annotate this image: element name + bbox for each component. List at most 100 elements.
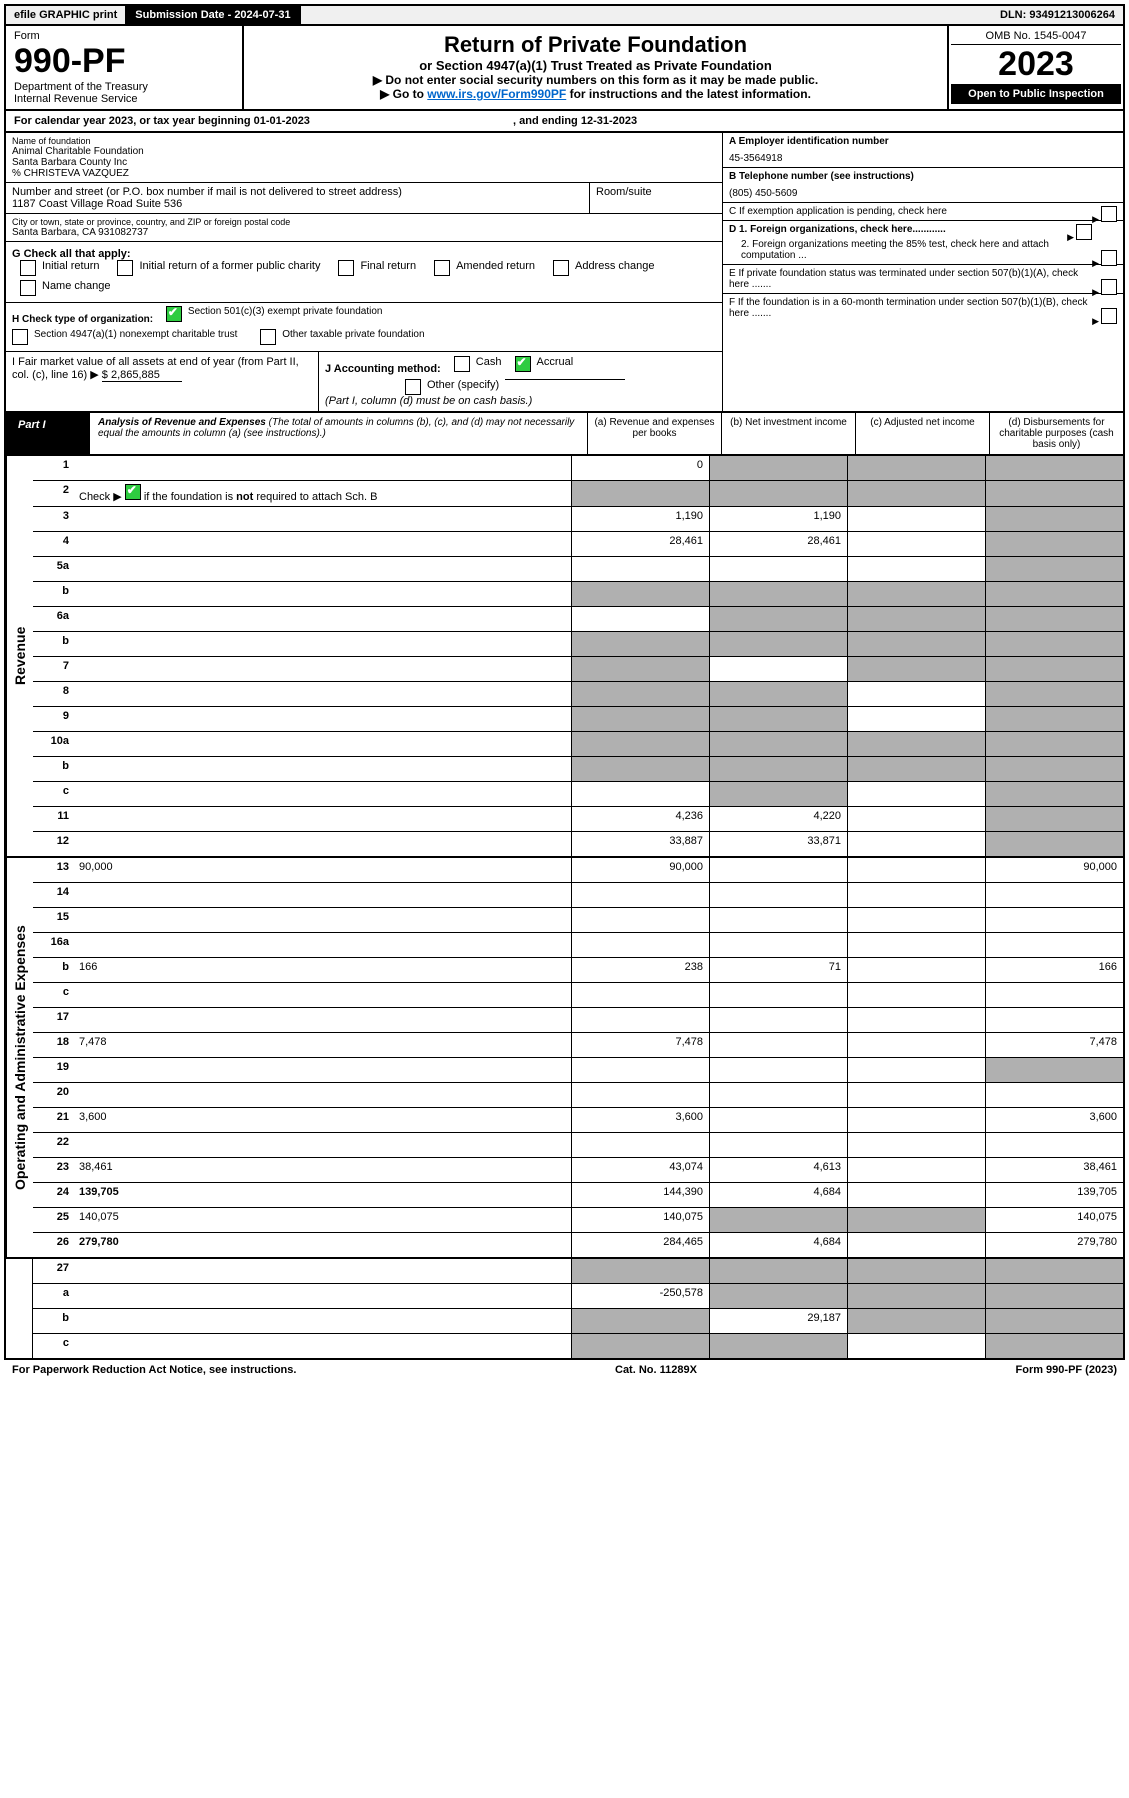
- irs-link[interactable]: www.irs.gov/Form990PF: [427, 87, 566, 101]
- cell-col-c: [847, 1183, 985, 1207]
- cell-col-a: -250,578: [571, 1284, 709, 1308]
- section-d: D 1. Foreign organizations, check here..…: [723, 221, 1123, 265]
- cell-col-b: [709, 1058, 847, 1082]
- table-row: 428,46128,461: [33, 532, 1123, 557]
- cell-col-d: [985, 1133, 1123, 1157]
- line-description: 166: [75, 958, 571, 982]
- table-row: 1390,00090,00090,000: [33, 858, 1123, 883]
- cell-col-d: 166: [985, 958, 1123, 982]
- cell-col-b: [709, 481, 847, 506]
- cell-col-a: [571, 607, 709, 631]
- header-mid: Return of Private Foundation or Section …: [244, 26, 949, 109]
- cell-col-b: 4,220: [709, 807, 847, 831]
- cell-col-d: 38,461: [985, 1158, 1123, 1182]
- section-g: G Check all that apply: Initial return I…: [6, 242, 722, 303]
- e-checkbox[interactable]: [1101, 279, 1117, 295]
- g-opt-initial-former[interactable]: Initial return of a former public charit…: [117, 260, 320, 276]
- table-row: 17: [33, 1008, 1123, 1033]
- j-label: J Accounting method:: [325, 363, 441, 375]
- cell-col-c: [847, 782, 985, 806]
- g-opt-amended[interactable]: Amended return: [434, 260, 535, 276]
- cell-col-c: [847, 1083, 985, 1107]
- phone-label: B Telephone number (see instructions): [729, 171, 914, 182]
- cell-col-c: [847, 507, 985, 531]
- cell-col-b: [709, 1208, 847, 1232]
- line-description: 279,780: [75, 1233, 571, 1257]
- goto-pre: ▶ Go to: [380, 87, 427, 101]
- line-description: 90,000: [75, 858, 571, 882]
- line-number: b: [33, 958, 75, 982]
- cell-col-b: [709, 557, 847, 581]
- d1-checkbox[interactable]: [1076, 224, 1092, 240]
- line-description: [75, 582, 571, 606]
- h-opt-other[interactable]: Other taxable private foundation: [260, 329, 424, 345]
- table-row: 25140,075140,075140,075: [33, 1208, 1123, 1233]
- expense-rows: 1390,00090,00090,000141516ab16623871166c…: [33, 858, 1123, 1257]
- cell-col-a: 0: [571, 456, 709, 480]
- g-opt-final[interactable]: Final return: [338, 260, 416, 276]
- cell-col-b: [709, 1334, 847, 1358]
- g-opt-address[interactable]: Address change: [553, 260, 655, 276]
- form-footer: Form 990-PF (2023): [1016, 1364, 1117, 1376]
- calyear-text-b: , and ending: [513, 115, 581, 127]
- section-f: F If the foundation is in a 60-month ter…: [723, 294, 1123, 322]
- table-row: 9: [33, 707, 1123, 732]
- cell-col-b: [709, 632, 847, 656]
- table-row: 5a: [33, 557, 1123, 582]
- j-cash[interactable]: Cash: [454, 356, 502, 372]
- goto-note: ▶ Go to www.irs.gov/Form990PF for instru…: [250, 87, 941, 101]
- cell-col-d: 279,780: [985, 1233, 1123, 1257]
- part1-desc: Analysis of Revenue and Expenses (The to…: [90, 413, 587, 454]
- cell-col-d: [985, 1259, 1123, 1283]
- subtract-section: 27a-250,578b29,187c: [4, 1259, 1125, 1360]
- cell-col-a: [571, 883, 709, 907]
- line-number: 19: [33, 1058, 75, 1082]
- j-accrual[interactable]: Accrual: [515, 356, 574, 372]
- cell-col-b: [709, 657, 847, 681]
- line-description: [75, 1133, 571, 1157]
- table-row: 16a: [33, 933, 1123, 958]
- cell-col-d: [985, 807, 1123, 831]
- h-opt-501c3[interactable]: Section 501(c)(3) exempt private foundat…: [166, 306, 383, 322]
- cell-col-c: [847, 1108, 985, 1132]
- section-e: E If private foundation status was termi…: [723, 265, 1123, 294]
- line-description: [75, 732, 571, 756]
- f-checkbox[interactable]: [1101, 308, 1117, 324]
- line-number: b: [33, 1309, 75, 1333]
- cell-col-d: [985, 732, 1123, 756]
- cell-col-b: 4,684: [709, 1183, 847, 1207]
- ein-block: A Employer identification number 45-3564…: [723, 133, 1123, 168]
- j-other[interactable]: Other (specify): [405, 379, 716, 395]
- submission-date: Submission Date - 2024-07-31: [127, 6, 300, 24]
- line-description: [75, 1259, 571, 1283]
- cell-col-c: [847, 1259, 985, 1283]
- dept-treasury: Department of the Treasury: [14, 81, 234, 93]
- expenses-section: Operating and Administrative Expenses 13…: [4, 858, 1125, 1259]
- form-title: Return of Private Foundation: [250, 32, 941, 58]
- g-opt-name[interactable]: Name change: [20, 280, 111, 296]
- cell-col-c: [847, 1233, 985, 1257]
- line-number: 12: [33, 832, 75, 856]
- cell-col-a: [571, 1058, 709, 1082]
- d2-label: 2. Foreign organizations meeting the 85%…: [741, 239, 1049, 261]
- cell-col-d: [985, 632, 1123, 656]
- line-number: 5a: [33, 557, 75, 581]
- table-row: 213,6003,6003,600: [33, 1108, 1123, 1133]
- cell-col-c: [847, 983, 985, 1007]
- g-opt-initial[interactable]: Initial return: [20, 260, 99, 276]
- c-checkbox[interactable]: [1101, 206, 1117, 222]
- table-row: b29,187: [33, 1309, 1123, 1334]
- cell-col-c: [847, 632, 985, 656]
- col-b-header: (b) Net investment income: [721, 413, 855, 454]
- paperwork-notice: For Paperwork Reduction Act Notice, see …: [12, 1364, 296, 1376]
- cell-col-a: [571, 707, 709, 731]
- h-opt-4947[interactable]: Section 4947(a)(1) nonexempt charitable …: [12, 329, 237, 345]
- tax-year: 2023: [951, 45, 1121, 84]
- phone-block: B Telephone number (see instructions) (8…: [723, 168, 1123, 203]
- line-number: 27: [33, 1259, 75, 1283]
- entity-right: A Employer identification number 45-3564…: [722, 133, 1123, 411]
- cell-col-a: [571, 1133, 709, 1157]
- d2-checkbox[interactable]: [1101, 250, 1117, 266]
- addr-label: Number and street (or P.O. box number if…: [12, 186, 583, 198]
- line-description: [75, 832, 571, 856]
